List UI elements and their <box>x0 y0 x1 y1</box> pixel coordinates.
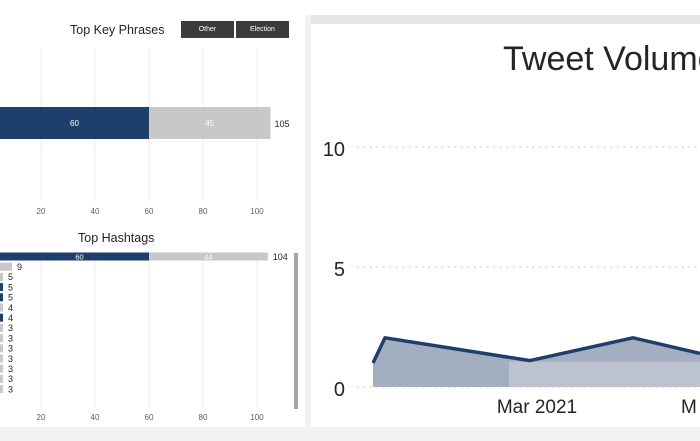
canvas-bottom-band <box>0 427 700 441</box>
hashtag-bar-total: 5 <box>8 293 13 303</box>
tweet-volume-y-tick: 10 <box>323 139 345 161</box>
key-phrases-x-tick: 20 <box>37 207 46 216</box>
tweet-volume-panel-header-bar <box>311 15 700 24</box>
tweet-volume-chart: 0 5 10 Mar 2021 M <box>323 139 700 418</box>
key-phrases-x-tick: 100 <box>250 207 264 216</box>
tweet-volume-y-tick: 0 <box>334 379 345 401</box>
hashtag-bar-segment-secondary <box>0 374 3 383</box>
hashtag-bar-segment-secondary <box>0 262 12 271</box>
hashtag-bar-segment-secondary <box>0 272 3 281</box>
hashtag-bar-total: 3 <box>8 364 13 374</box>
hashtag-bar-total: 3 <box>8 323 13 333</box>
hashtag-bar-segment-primary <box>0 283 3 292</box>
hashtags-x-tick: 80 <box>199 413 208 422</box>
key-phrases-title: Top Key Phrases <box>70 23 165 37</box>
panel-divider <box>305 15 311 441</box>
hashtag-bar-segment-secondary <box>0 364 3 373</box>
hashtag-bar-total: 104 <box>273 252 288 262</box>
key-phrases-bar-label-primary: 60 <box>70 119 79 128</box>
tweet-volume-series-line <box>371 336 700 364</box>
tweet-volume-title: Tweet Volume <box>503 40 700 78</box>
hashtag-bar-total: 3 <box>8 344 13 354</box>
hashtag-bar-total: 3 <box>8 333 13 343</box>
hashtag-bar-total: 4 <box>8 313 13 323</box>
hashtags-x-tick: 60 <box>145 413 154 422</box>
hashtag-bar-segment-secondary <box>0 385 3 394</box>
slicer-button-election[interactable]: Election <box>236 21 289 38</box>
hashtag-bar-total: 5 <box>8 272 13 282</box>
key-phrases-x-tick: 80 <box>199 207 208 216</box>
hashtag-bar-segment-secondary <box>0 354 3 363</box>
key-phrases-bar-label-secondary: 45 <box>205 119 214 128</box>
hashtag-bar-total: 3 <box>8 354 13 364</box>
hashtag-bar-total: 4 <box>8 303 13 313</box>
hashtags-title: Top Hashtags <box>78 231 155 245</box>
hashtags-x-tick: 40 <box>91 413 100 422</box>
hashtag-bar-total: 3 <box>8 374 13 384</box>
key-phrases-chart: 60 45 105 20 40 60 80 100 <box>0 48 290 216</box>
key-phrases-bar-segment-primary <box>0 107 149 139</box>
hashtag-bar-segment-secondary <box>0 323 3 332</box>
hashtag-bar-segment-secondary <box>0 344 3 353</box>
hashtags-scrollbar-track-end <box>292 412 300 422</box>
hashtag-bar-total: 3 <box>8 384 13 394</box>
hashtag-bar-total: 5 <box>8 282 13 292</box>
hashtag-bar-segment-secondary <box>0 334 3 343</box>
key-phrases-x-tick: 40 <box>91 207 100 216</box>
tweet-volume-highlight-band <box>509 361 700 387</box>
hashtag-bar-segment-secondary <box>149 252 268 261</box>
hashtags-x-tick: 20 <box>37 413 46 422</box>
hashtags-scrollbar[interactable] <box>294 253 298 409</box>
tweet-volume-x-label: M <box>681 397 697 418</box>
hashtag-bar-segment-primary <box>0 252 149 261</box>
tweet-volume-y-tick: 5 <box>334 259 345 281</box>
key-phrases-bar-segment-secondary <box>149 107 271 139</box>
hashtags-x-tick: 100 <box>250 413 264 422</box>
hashtag-bar-label-primary: 60 <box>75 253 83 262</box>
hashtag-bar-segment-primary <box>0 313 3 322</box>
key-phrases-x-tick: 60 <box>145 207 154 216</box>
tweet-volume-x-label: Mar 2021 <box>497 397 577 418</box>
hashtag-bar-segment-secondary <box>0 303 3 312</box>
hashtag-bar-total: 9 <box>17 262 22 272</box>
hashtag-bar-label-secondary: 44 <box>204 253 212 262</box>
key-phrases-bar-total: 105 <box>275 119 290 129</box>
hashtag-bar-segment-primary <box>0 293 3 302</box>
slicer-button-other[interactable]: Other <box>181 21 234 38</box>
